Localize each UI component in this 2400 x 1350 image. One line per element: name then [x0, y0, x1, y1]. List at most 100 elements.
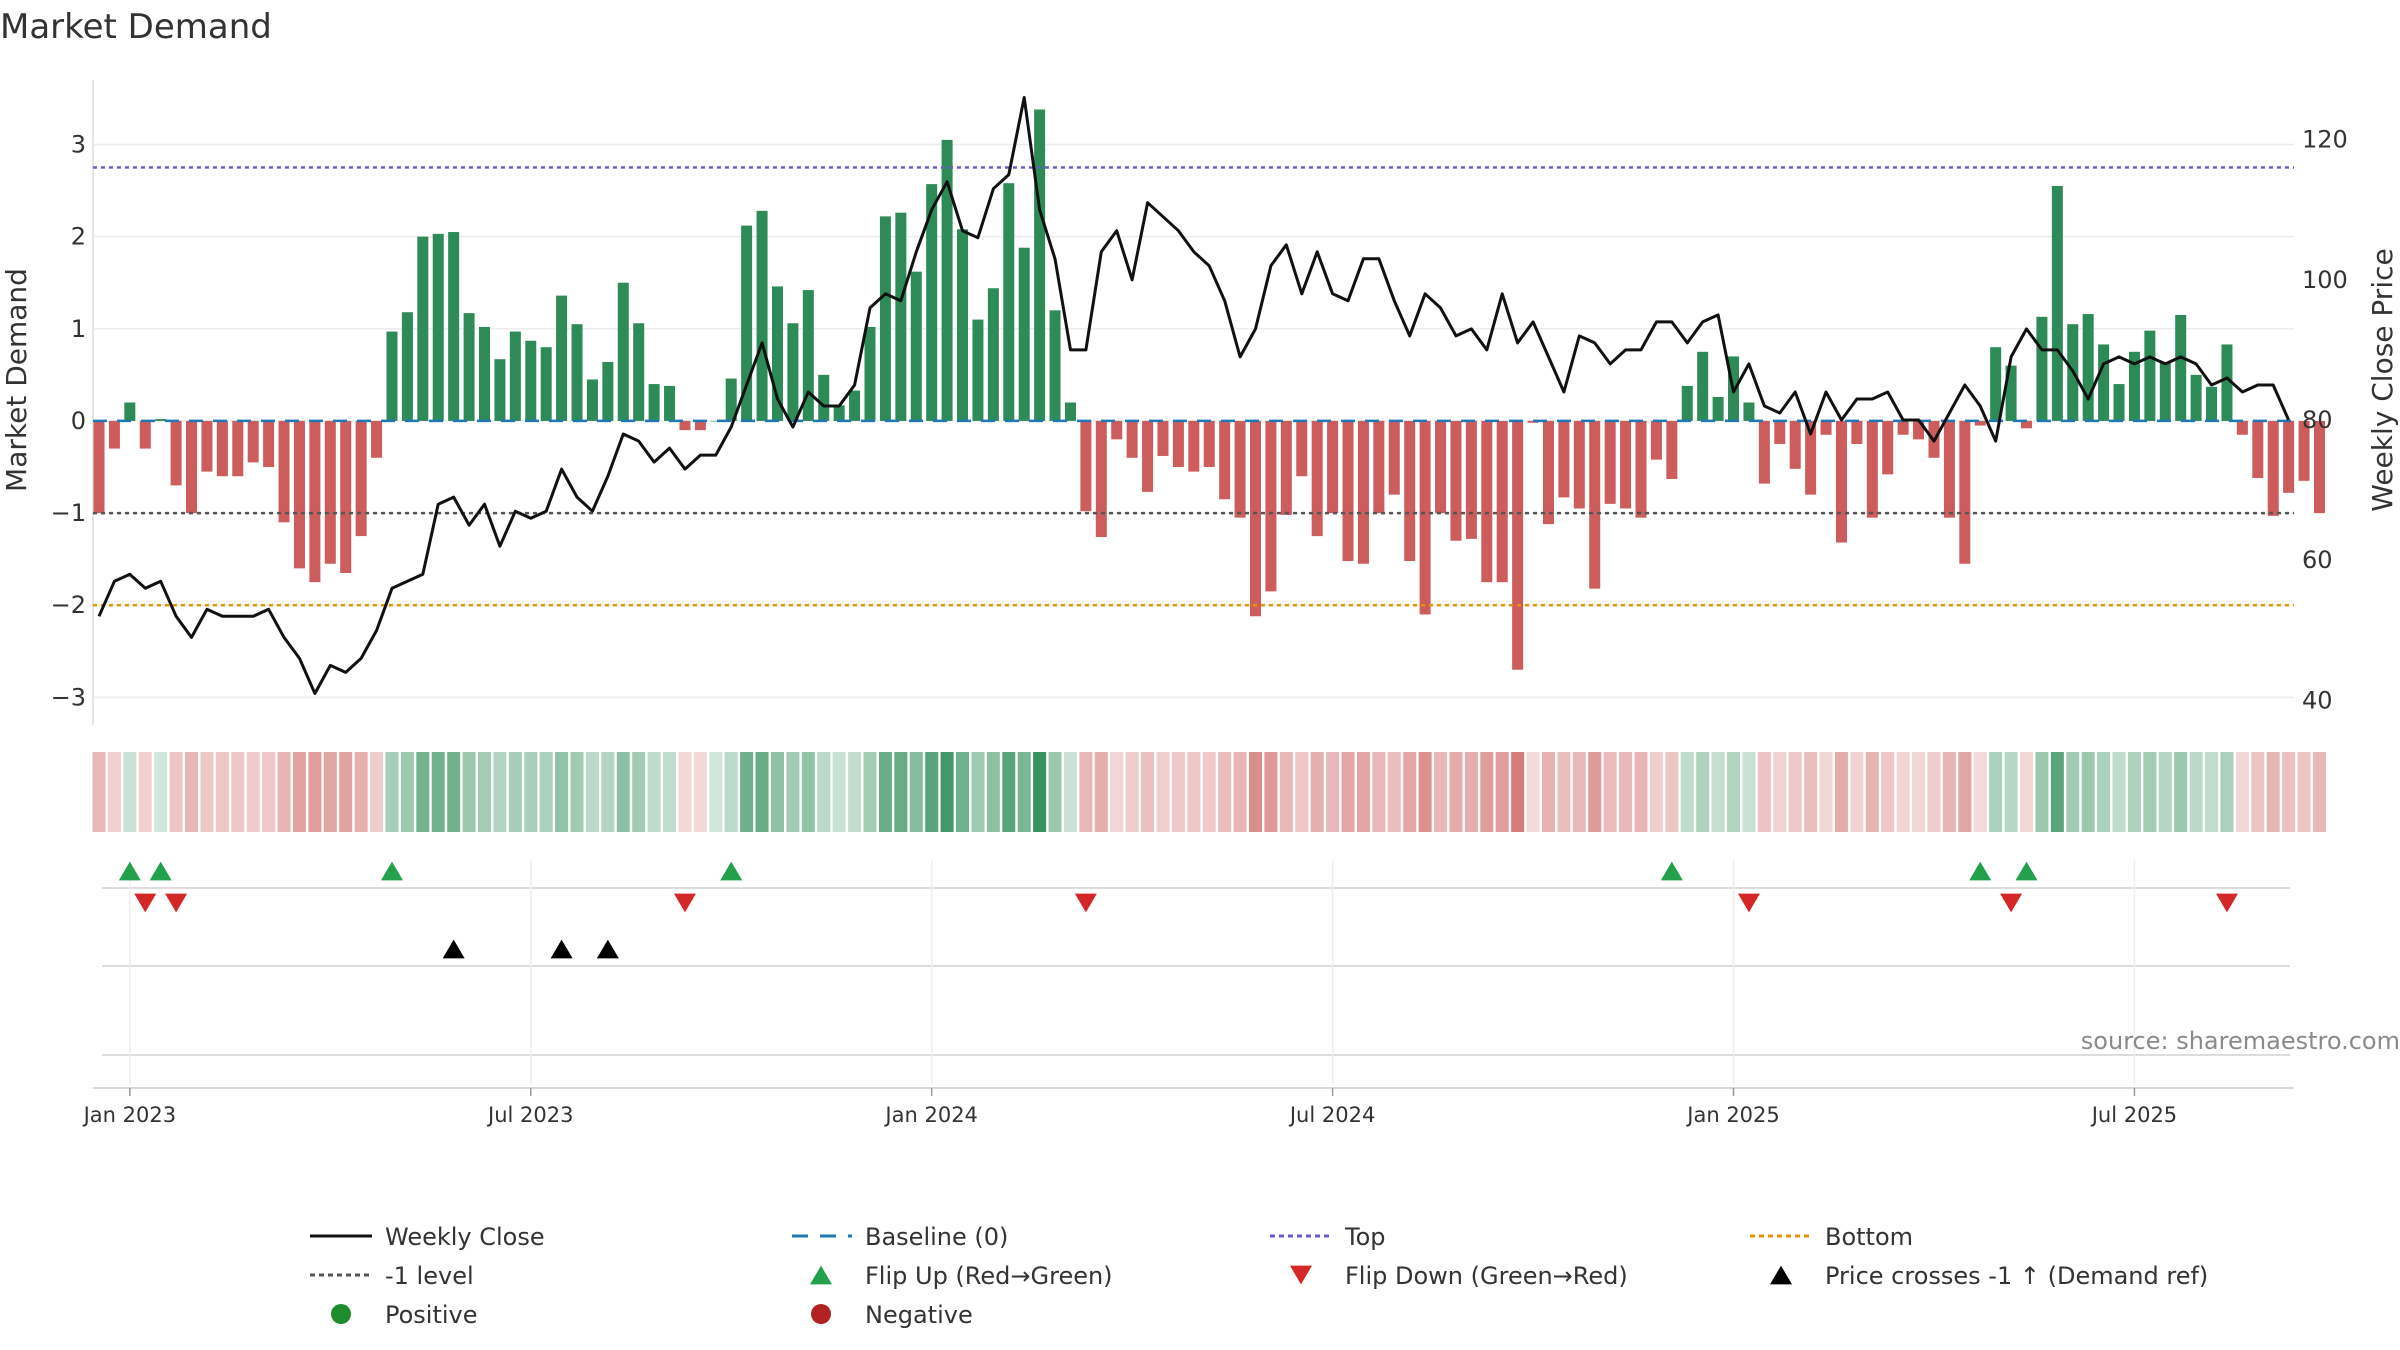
- heat-cell-53: [909, 752, 923, 832]
- heat-cell-100: [1634, 752, 1648, 832]
- heat-cell-123: [1989, 752, 2003, 832]
- heat-cell-73: [1218, 752, 1232, 832]
- heat-cell-112: [1819, 752, 1833, 832]
- demand-bar-82: [1357, 420, 1369, 564]
- heat-cell-59: [1002, 752, 1016, 832]
- demand-bar-63: [1064, 402, 1076, 421]
- heat-cell-23: [447, 752, 461, 832]
- demand-bar-115: [1866, 420, 1878, 518]
- demand-bar-31: [571, 324, 583, 421]
- demand-bar-91: [1496, 420, 1508, 583]
- heat-cell-44: [770, 752, 784, 832]
- demand-bar-110: [1789, 420, 1801, 469]
- heat-cell-111: [1804, 752, 1818, 832]
- x-tick-label-0: Jan 2023: [82, 1103, 177, 1127]
- heat-cell-37: [663, 752, 677, 832]
- flip-down-marker-5: [2000, 893, 2023, 913]
- heat-cell-125: [2020, 752, 2033, 832]
- legend-swatch-flip_up: [810, 1265, 832, 1285]
- x-tick-label-1: Jul 2023: [486, 1103, 573, 1127]
- demand-bar-13: [293, 420, 305, 569]
- x-tick-label-3: Jul 2024: [1288, 1103, 1375, 1127]
- demand-bar-85: [1404, 420, 1416, 561]
- demand-bars: [93, 109, 2325, 670]
- heat-cell-38: [678, 752, 692, 832]
- demand-bar-22: [432, 233, 444, 421]
- demand-bar-58: [987, 288, 999, 421]
- demand-bar-126: [2036, 316, 2048, 421]
- heat-cell-50: [863, 752, 877, 832]
- demand-bar-5: [170, 420, 182, 486]
- demand-bar-92: [1512, 420, 1524, 670]
- legend-swatch-negative: [811, 1304, 831, 1324]
- heat-cell-18: [370, 752, 384, 832]
- heat-cell-97: [1588, 752, 1602, 832]
- demand-bar-59: [1003, 183, 1015, 421]
- demand-bar-135: [2175, 314, 2187, 421]
- signal-marker-panel: source: sharemaestro.com: [93, 860, 2400, 1089]
- demand-bar-122: [1974, 420, 1986, 426]
- close-series: [97, 96, 2290, 695]
- demand-bar-24: [463, 313, 475, 421]
- heat-cell-141: [2266, 752, 2280, 832]
- legend-label-minus_one: -1 level: [385, 1262, 474, 1290]
- demand-bar-26: [494, 359, 506, 421]
- heat-cell-113: [1834, 752, 1848, 832]
- demand-bar-121: [1959, 420, 1971, 564]
- demand-bar-45: [787, 323, 799, 421]
- demand-bar-108: [1758, 420, 1770, 484]
- demand-bar-36: [648, 384, 660, 421]
- demand-bar-16: [340, 420, 352, 573]
- heat-cell-10: [246, 752, 260, 832]
- heat-cell-46: [801, 752, 815, 832]
- demand-bar-103: [1681, 385, 1693, 421]
- heat-cell-138: [2220, 752, 2234, 832]
- left-y-tick-5: −2: [51, 591, 86, 619]
- demand-bar-70: [1172, 420, 1184, 467]
- demand-bar-100: [1635, 420, 1647, 518]
- heat-cell-119: [1927, 752, 1941, 832]
- heat-cell-3: [138, 752, 152, 832]
- heat-cell-30: [555, 752, 569, 832]
- heat-cell-126: [2035, 752, 2049, 832]
- heat-cell-71: [1187, 752, 1201, 832]
- flip-up-marker-4: [1660, 861, 1683, 881]
- heat-cell-77: [1279, 752, 1293, 832]
- heat-cell-99: [1619, 752, 1633, 832]
- demand-bar-47: [818, 374, 830, 421]
- demand-bar-69: [1157, 420, 1169, 456]
- heat-cell-63: [1063, 752, 1077, 832]
- demand-bar-6: [186, 420, 198, 514]
- right-y-tick-2: 80: [2302, 406, 2333, 434]
- chart-title: Market Demand: [0, 7, 272, 47]
- heat-cell-103: [1680, 752, 1694, 832]
- demand-bar-86: [1419, 420, 1431, 615]
- heat-cell-116: [1881, 752, 1895, 832]
- demand-bar-130: [2098, 344, 2110, 421]
- demand-bar-111: [1805, 420, 1817, 495]
- heat-cell-34: [616, 752, 630, 832]
- heat-cell-121: [1958, 752, 1972, 832]
- demand-bar-98: [1604, 420, 1616, 504]
- heat-cell-91: [1495, 752, 1509, 832]
- demand-bar-97: [1589, 420, 1601, 589]
- demand-heat-strip: [92, 752, 2326, 832]
- demand-bar-37: [664, 385, 676, 421]
- heat-cell-76: [1264, 752, 1278, 832]
- flip-down-marker-4: [1737, 893, 1760, 913]
- heat-cell-129: [2081, 752, 2095, 832]
- heat-cell-17: [354, 752, 368, 832]
- demand-bar-68: [1142, 420, 1154, 492]
- demand-bar-134: [2159, 361, 2171, 421]
- demand-bar-9: [232, 420, 244, 477]
- demand-bar-137: [2206, 386, 2218, 421]
- demand-bar-1: [108, 420, 120, 449]
- demand-bar-23: [448, 232, 460, 421]
- demand-bar-40: [710, 420, 722, 422]
- heat-cell-67: [1125, 752, 1139, 832]
- demand-bar-105: [1712, 396, 1724, 421]
- demand-bar-71: [1188, 420, 1200, 472]
- demand-bar-52: [895, 212, 907, 421]
- flip-down-marker-0: [134, 893, 157, 913]
